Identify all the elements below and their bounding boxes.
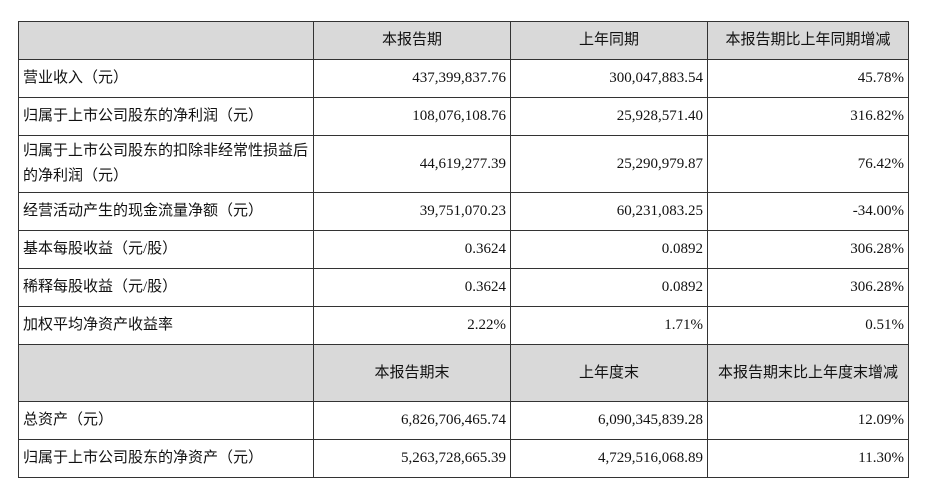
row-label: 营业收入（元） [18, 59, 314, 98]
row-prior: 4,729,516,068.89 [510, 439, 708, 478]
header-current-period: 本报告期 [313, 21, 511, 60]
row-change: 11.30% [707, 439, 909, 478]
table-header-row: 本报告期 上年同期 本报告期比上年同期增减 [18, 21, 909, 60]
table-row: 经营活动产生的现金流量净额（元） 39,751,070.23 60,231,08… [18, 192, 909, 231]
header-prior-period: 上年同期 [510, 21, 708, 60]
table-row: 总资产（元） 6,826,706,465.74 6,090,345,839.28… [18, 401, 909, 440]
table-row: 稀释每股收益（元/股） 0.3624 0.0892 306.28% [18, 268, 909, 307]
header-prior-year-end: 上年度末 [510, 344, 708, 402]
table-row: 归属于上市公司股东的扣除非经常性损益后的净利润（元） 44,619,277.39… [18, 135, 909, 193]
row-current: 44,619,277.39 [313, 135, 511, 193]
row-current: 0.3624 [313, 230, 511, 269]
table-row: 加权平均净资产收益率 2.22% 1.71% 0.51% [18, 306, 909, 345]
row-current: 6,826,706,465.74 [313, 401, 511, 440]
row-label: 总资产（元） [18, 401, 314, 440]
row-current: 2.22% [313, 306, 511, 345]
header-cell-blank [18, 21, 314, 60]
row-label: 经营活动产生的现金流量净额（元） [18, 192, 314, 231]
row-current: 108,076,108.76 [313, 97, 511, 136]
row-prior: 25,928,571.40 [510, 97, 708, 136]
row-label: 归属于上市公司股东的扣除非经常性损益后的净利润（元） [18, 135, 314, 193]
row-change: 0.51% [707, 306, 909, 345]
row-change: 306.28% [707, 268, 909, 307]
row-current: 5,263,728,665.39 [313, 439, 511, 478]
row-current: 39,751,070.23 [313, 192, 511, 231]
row-change: 12.09% [707, 401, 909, 440]
header-change-vs-year-end: 本报告期末比上年度末增减 [707, 344, 909, 402]
row-current: 437,399,837.76 [313, 59, 511, 98]
row-label: 归属于上市公司股东的净利润（元） [18, 97, 314, 136]
row-prior: 0.0892 [510, 268, 708, 307]
table-row: 基本每股收益（元/股） 0.3624 0.0892 306.28% [18, 230, 909, 269]
row-label: 加权平均净资产收益率 [18, 306, 314, 345]
table-row: 归属于上市公司股东的净资产（元） 5,263,728,665.39 4,729,… [18, 439, 909, 478]
row-change: -34.00% [707, 192, 909, 231]
row-current: 0.3624 [313, 268, 511, 307]
row-prior: 300,047,883.54 [510, 59, 708, 98]
row-prior: 6,090,345,839.28 [510, 401, 708, 440]
header-cell-blank [18, 344, 314, 402]
financial-summary-table: 本报告期 上年同期 本报告期比上年同期增减 营业收入（元） 437,399,83… [18, 21, 909, 478]
header-period-end: 本报告期末 [313, 344, 511, 402]
row-change: 306.28% [707, 230, 909, 269]
row-change: 45.78% [707, 59, 909, 98]
table-row: 营业收入（元） 437,399,837.76 300,047,883.54 45… [18, 59, 909, 98]
row-label: 基本每股收益（元/股） [18, 230, 314, 269]
row-prior: 60,231,083.25 [510, 192, 708, 231]
row-prior: 0.0892 [510, 230, 708, 269]
row-prior: 25,290,979.87 [510, 135, 708, 193]
table-subheader-row: 本报告期末 上年度末 本报告期末比上年度末增减 [18, 344, 909, 402]
table-row: 归属于上市公司股东的净利润（元） 108,076,108.76 25,928,5… [18, 97, 909, 136]
row-label: 归属于上市公司股东的净资产（元） [18, 439, 314, 478]
row-prior: 1.71% [510, 306, 708, 345]
header-change: 本报告期比上年同期增减 [707, 21, 909, 60]
row-change: 76.42% [707, 135, 909, 193]
row-label: 稀释每股收益（元/股） [18, 268, 314, 307]
row-change: 316.82% [707, 97, 909, 136]
